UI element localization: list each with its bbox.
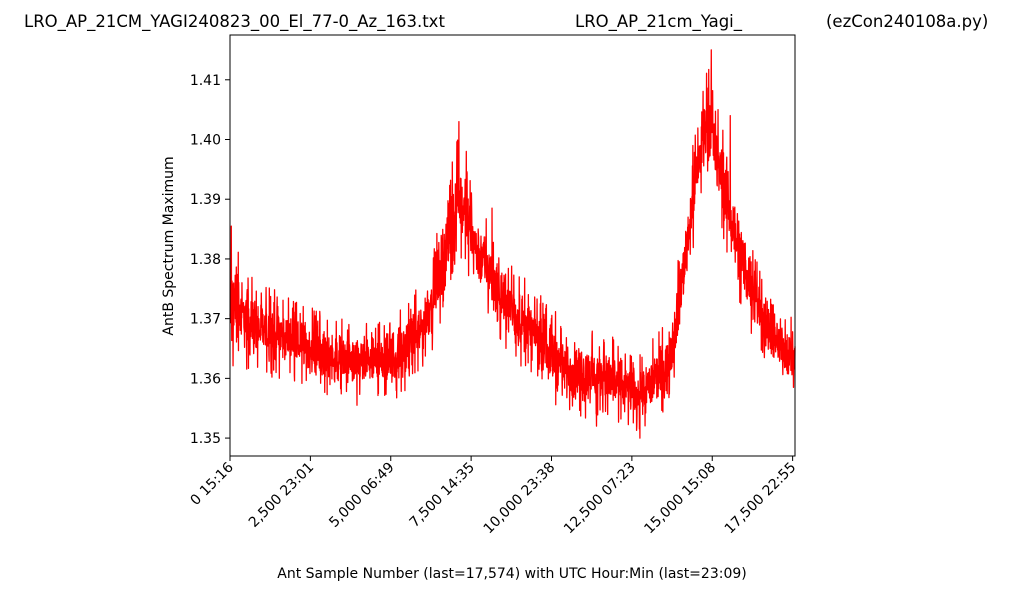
plot-frame: [229, 34, 796, 457]
y-axis-label: AntB Spectrum Maximum: [161, 156, 177, 335]
y-tick-label: 1.37: [190, 312, 221, 328]
title-right: (ezCon240108a.py): [826, 12, 988, 31]
x-axis-label: Ant Sample Number (last=17,574) with UTC…: [277, 566, 746, 582]
y-tick-label: 1.39: [190, 192, 221, 208]
x-tick-label: 0 15:16: [188, 459, 237, 508]
x-tick-label: 15,000 15:08: [641, 460, 719, 538]
x-axis: 0 15:16 2,500 23:01 5,000 06:49 7,500 14:35…: [188, 456, 800, 538]
y-tick-label: 1.35: [190, 431, 221, 447]
y-tick-label: 1.40: [190, 133, 221, 149]
y-tick-label: 1.41: [190, 73, 221, 89]
plot-area: [229, 49, 796, 439]
y-axis: 1.35 1.36 1.37 1.38 1.39 1.40 1.41: [190, 73, 230, 447]
x-tick-label: 17,500 22:55: [722, 460, 800, 538]
x-tick-label: 5,000 06:49: [326, 460, 397, 531]
x-tick-label: 2,500 23:01: [246, 460, 317, 531]
y-tick-label: 1.38: [190, 252, 221, 268]
title-left: LRO_AP_21CM_YAGI240823_00_El_77-0_Az_163…: [24, 12, 445, 32]
x-tick-label: 10,000 23:38: [481, 460, 559, 538]
series-line: [229, 49, 796, 439]
x-tick-label: 7,500 14:35: [407, 460, 478, 531]
y-tick-label: 1.36: [190, 371, 221, 387]
x-tick-label: 12,500 07:23: [561, 460, 639, 538]
title-center: LRO_AP_21cm_Yagi_: [575, 12, 743, 32]
